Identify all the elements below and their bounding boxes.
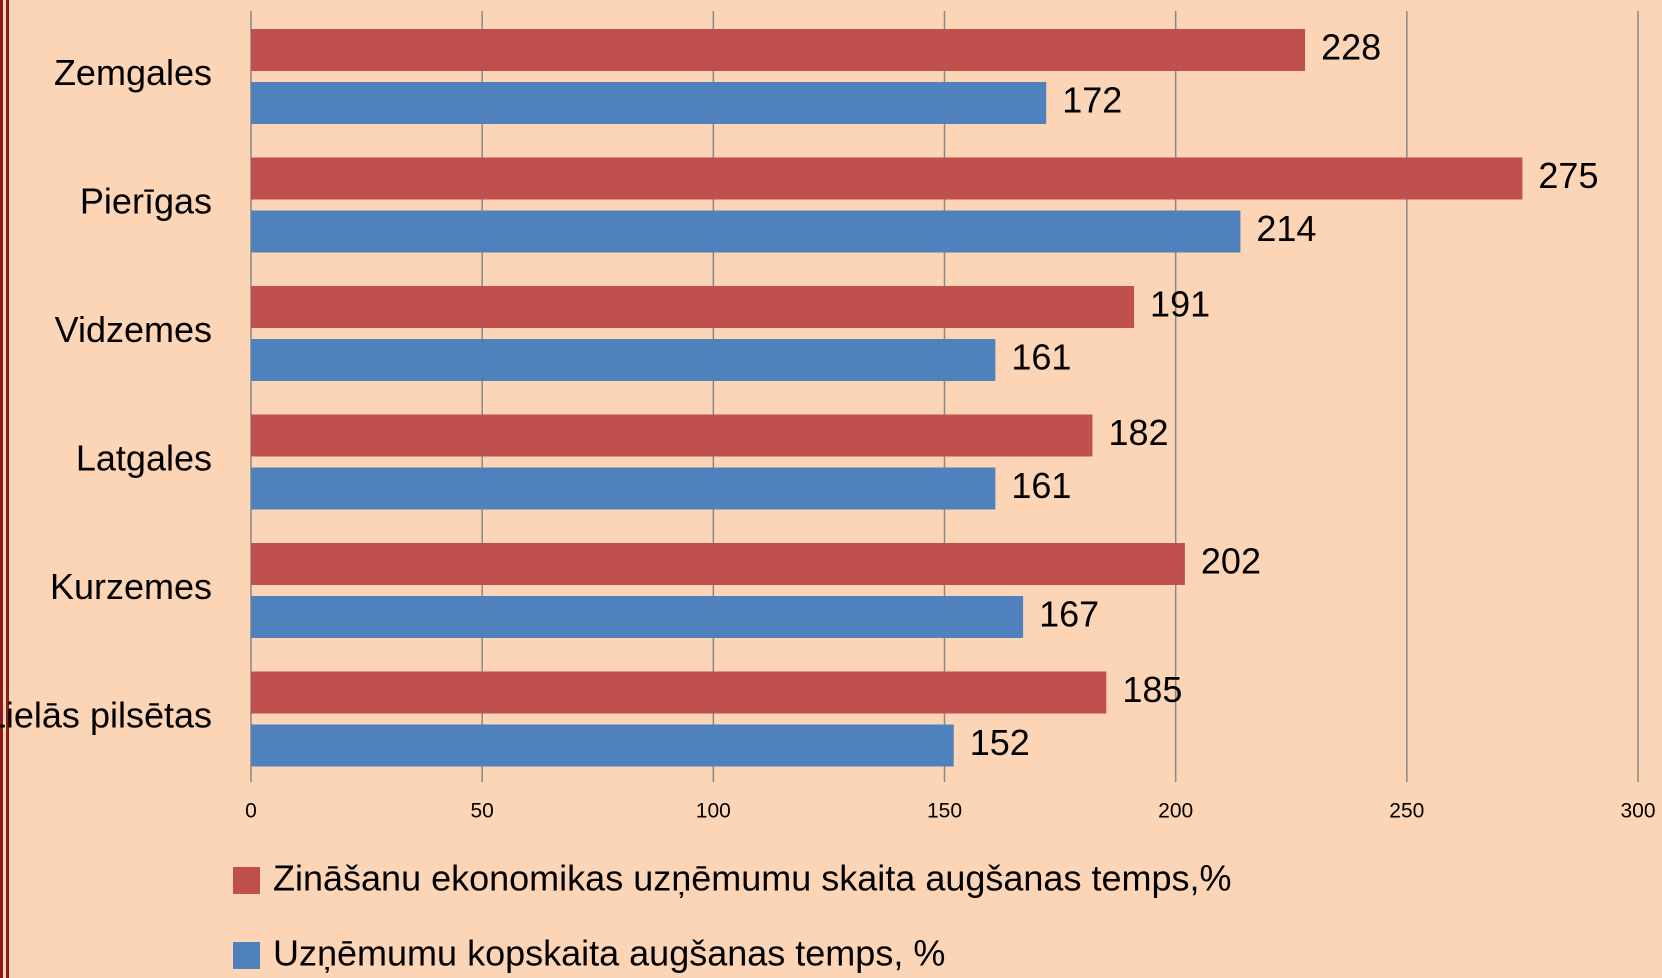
value-label: 167: [1039, 594, 1099, 635]
border: [6, 0, 9, 978]
border: [0, 0, 3, 978]
bar: [251, 286, 1135, 328]
bar: [251, 210, 1241, 253]
bar: [251, 157, 1523, 200]
value-label: 185: [1122, 669, 1182, 710]
category-label: Vidzemes: [55, 309, 212, 350]
bar: [251, 467, 996, 510]
category-label: Pierīgas: [80, 180, 212, 221]
bar: [251, 543, 1185, 585]
value-label: 214: [1256, 208, 1316, 249]
bar: [251, 339, 996, 381]
value-label: 152: [970, 722, 1030, 763]
category-label: Latgales: [76, 437, 212, 478]
bar: [251, 596, 1024, 638]
bar: [251, 671, 1107, 714]
x-tick-label: 100: [696, 800, 731, 823]
legend-label: Zināšanu ekonomikas uzņēmumu skaita augš…: [273, 858, 1232, 899]
bar: [251, 82, 1047, 124]
category-label: Kurzemes: [50, 566, 212, 607]
value-label: 275: [1538, 155, 1598, 196]
x-tick-label: 50: [470, 800, 493, 823]
bar: [251, 29, 1306, 71]
x-tick-label: 150: [927, 800, 962, 823]
bar: [251, 724, 954, 767]
x-tick-label: 250: [1389, 800, 1424, 823]
x-tick-label: 200: [1158, 800, 1193, 823]
bar: [251, 414, 1093, 457]
category-label: Zemgales: [54, 52, 212, 93]
value-label: 191: [1150, 284, 1210, 325]
legend-label: Uzņēmumu kopskaita augšanas temps, %: [273, 933, 945, 974]
value-label: 202: [1201, 541, 1261, 582]
legend-swatch: [233, 867, 260, 894]
value-label: 161: [1011, 337, 1071, 378]
value-label: 172: [1062, 80, 1122, 121]
value-label: 228: [1321, 27, 1381, 68]
x-tick-label: 300: [1620, 800, 1655, 823]
value-label: 161: [1011, 465, 1071, 506]
legend-swatch: [233, 942, 260, 969]
x-tick-label: 0: [245, 800, 257, 823]
category-label: Lielās pilsētas: [0, 694, 212, 735]
value-label: 182: [1108, 412, 1168, 453]
